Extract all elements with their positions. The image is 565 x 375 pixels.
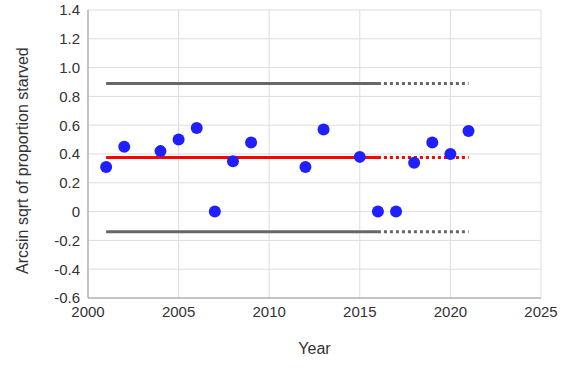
svg-text:2020: 2020	[434, 303, 467, 320]
svg-text:2015: 2015	[343, 303, 376, 320]
svg-text:0.6: 0.6	[59, 117, 80, 134]
svg-text:0.8: 0.8	[59, 88, 80, 105]
svg-text:-0.6: -0.6	[54, 289, 80, 306]
svg-text:1.0: 1.0	[59, 59, 80, 76]
svg-text:2010: 2010	[253, 303, 286, 320]
svg-text:0.4: 0.4	[59, 145, 80, 162]
svg-text:2025: 2025	[524, 303, 557, 320]
svg-text:-0.2: -0.2	[54, 232, 80, 249]
svg-text:1.4: 1.4	[59, 1, 80, 18]
svg-text:Year: Year	[298, 340, 331, 357]
svg-text:0: 0	[72, 203, 80, 220]
svg-text:0.2: 0.2	[59, 174, 80, 191]
svg-text:-0.4: -0.4	[54, 261, 80, 278]
svg-text:2000: 2000	[71, 302, 105, 320]
svg-text:1.2: 1.2	[59, 30, 80, 47]
svg-text:2005: 2005	[162, 303, 195, 320]
svg-text:Arcsin sqrt of proportion star: Arcsin sqrt of proportion starved	[14, 47, 31, 274]
